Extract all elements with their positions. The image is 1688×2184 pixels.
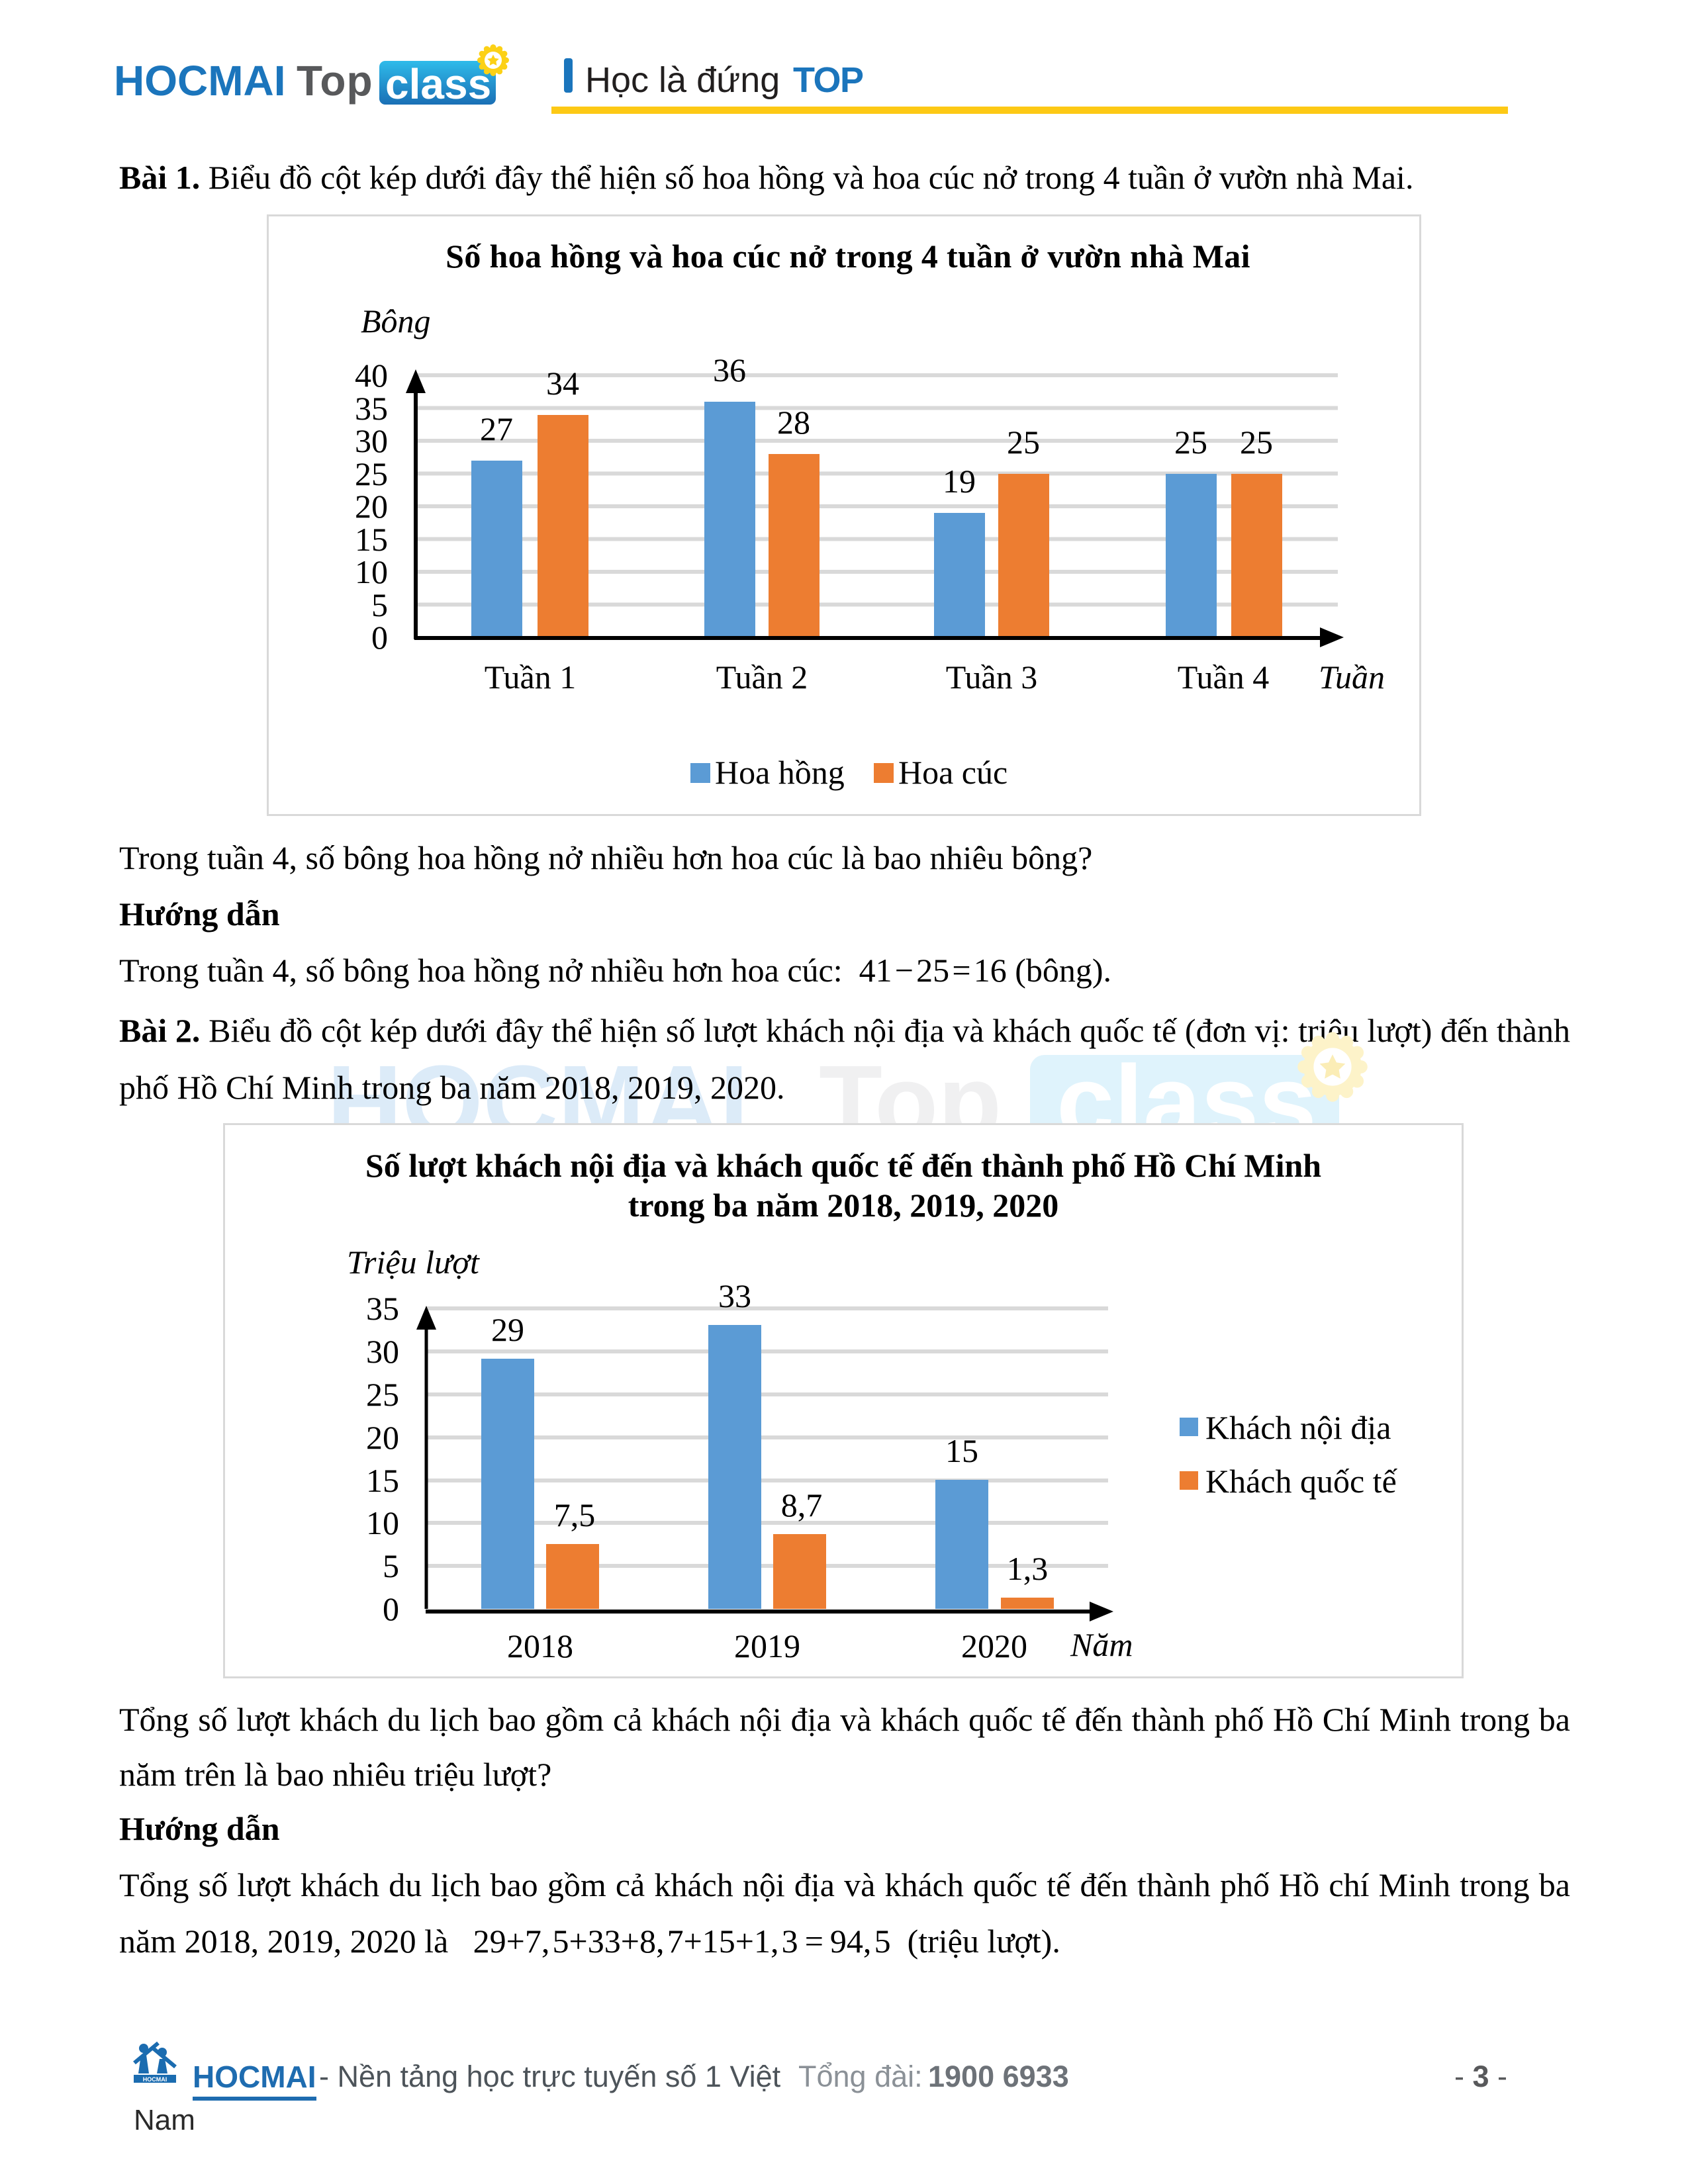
svg-text:2019: 2019 [734, 1627, 800, 1664]
svg-text:36: 36 [713, 351, 746, 388]
svg-text:Tuần 4: Tuần 4 [1178, 659, 1269, 696]
svg-text:15: 15 [355, 521, 388, 558]
svg-text:29: 29 [491, 1311, 524, 1348]
svg-text:8,7: 8,7 [781, 1486, 823, 1524]
svg-text:7,5: 7,5 [554, 1496, 596, 1533]
svg-text:35: 35 [366, 1290, 399, 1327]
svg-text:30: 30 [366, 1333, 399, 1370]
svg-text:25: 25 [1174, 424, 1207, 461]
svg-text:10: 10 [366, 1504, 399, 1541]
svg-text:30: 30 [355, 422, 388, 459]
svg-text:5: 5 [383, 1547, 399, 1584]
svg-text:28: 28 [777, 404, 810, 441]
svg-text:Khách nội địa: Khách nội địa [1205, 1409, 1391, 1446]
svg-text:15: 15 [366, 1462, 399, 1499]
svg-text:25: 25 [1007, 424, 1040, 461]
svg-text:25: 25 [1240, 424, 1273, 461]
svg-text:Hoa cúc: Hoa cúc [898, 754, 1008, 791]
svg-text:10: 10 [355, 553, 388, 590]
svg-text:25: 25 [355, 455, 388, 492]
svg-text:Tuần: Tuần [1319, 659, 1385, 696]
svg-text:19: 19 [943, 463, 976, 500]
svg-text:Bông: Bông [361, 302, 431, 340]
svg-text:HOCMAI: HOCMAI [143, 2076, 167, 2083]
svg-text:33: 33 [718, 1277, 751, 1314]
svg-text:1,3: 1,3 [1007, 1550, 1049, 1587]
svg-text:25: 25 [366, 1376, 399, 1413]
svg-text:5: 5 [371, 586, 388, 623]
svg-text:Năm: Năm [1070, 1626, 1133, 1663]
svg-text:trong ba năm 2018, 2019, 2020: trong ba năm 2018, 2019, 2020 [628, 1187, 1059, 1224]
svg-text:15: 15 [945, 1432, 978, 1469]
svg-text:Số hoa hồng và hoa cúc nở tron: Số hoa hồng và hoa cúc nở trong 4 tuần ở… [445, 238, 1250, 275]
svg-text:27: 27 [480, 410, 513, 447]
svg-text:Tuần 2: Tuần 2 [716, 659, 808, 696]
svg-text:35: 35 [355, 390, 388, 427]
svg-text:Hoa hồng: Hoa hồng [715, 754, 845, 791]
svg-text:2018: 2018 [507, 1627, 573, 1664]
svg-text:Số lượt khách nội địa và khách: Số lượt khách nội địa và khách quốc tế đ… [365, 1147, 1321, 1184]
svg-text:0: 0 [383, 1590, 399, 1627]
svg-text:34: 34 [546, 365, 579, 402]
svg-text:0: 0 [371, 619, 388, 656]
svg-text:Tuần 1: Tuần 1 [485, 659, 576, 696]
svg-text:Tuần 3: Tuần 3 [946, 659, 1037, 696]
svg-text:2020: 2020 [961, 1627, 1027, 1664]
svg-text:Khách quốc tế: Khách quốc tế [1205, 1463, 1398, 1500]
svg-text:20: 20 [355, 488, 388, 525]
svg-text:20: 20 [366, 1419, 399, 1456]
svg-text:Triệu lượt: Triệu lượt [347, 1244, 480, 1281]
svg-text:40: 40 [355, 357, 388, 394]
